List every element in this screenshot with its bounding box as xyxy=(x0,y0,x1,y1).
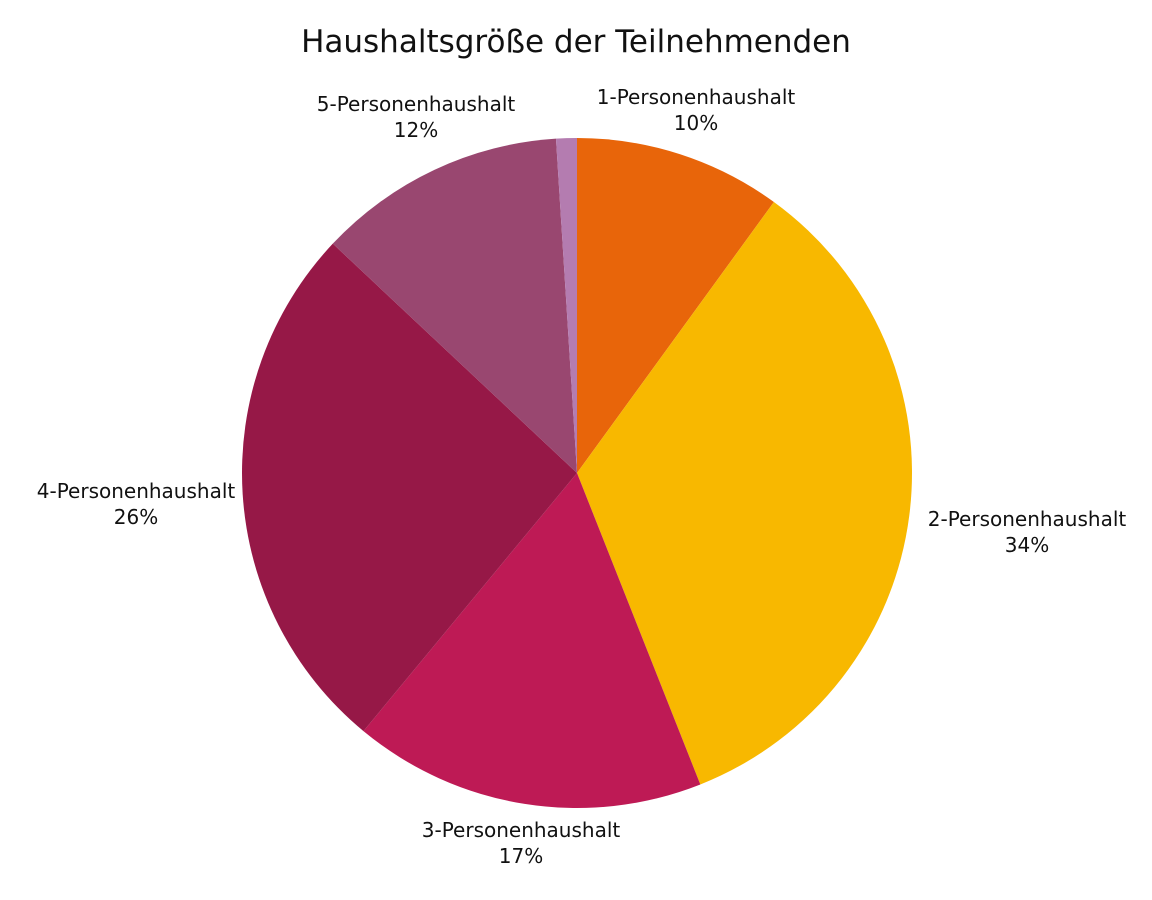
pie-slice-other xyxy=(555,138,577,473)
slice-label-4-person: 4-Personenhaushalt 26% xyxy=(37,478,236,530)
pie-slice-5-person xyxy=(332,138,577,473)
pie-slices xyxy=(241,138,912,808)
slice-value-text: 26% xyxy=(113,505,159,529)
slice-label-2-person: 2-Personenhaushalt 34% xyxy=(928,506,1127,558)
pie-slice-4-person xyxy=(241,243,577,732)
pie-slice-1-person xyxy=(577,138,774,473)
slice-value-text: 10% xyxy=(673,111,719,135)
slice-label-text: 4-Personenhaushalt xyxy=(36,479,236,503)
pie-slice-2-person xyxy=(577,201,912,785)
slice-label-3-person: 3-Personenhaushalt 17% xyxy=(422,817,621,869)
slice-label-1-person: 1-Personenhaushalt 10% xyxy=(597,84,796,136)
slice-label-text: 1-Personenhaushalt xyxy=(596,85,796,109)
slice-value-text: 12% xyxy=(393,118,439,142)
slice-label-text: 3-Personenhaushalt xyxy=(421,818,621,842)
slice-label-text: 2-Personenhaushalt xyxy=(927,507,1127,531)
pie-slice-3-person xyxy=(363,473,701,808)
slice-label-5-person: 5-Personenhaushalt 12% xyxy=(317,91,516,143)
slice-label-text: 5-Personenhaushalt xyxy=(316,92,516,116)
slice-value-text: 17% xyxy=(498,844,544,868)
slice-value-text: 34% xyxy=(1004,533,1050,557)
chart-title: Haushaltsgröße der Teilnehmenden xyxy=(301,24,851,60)
